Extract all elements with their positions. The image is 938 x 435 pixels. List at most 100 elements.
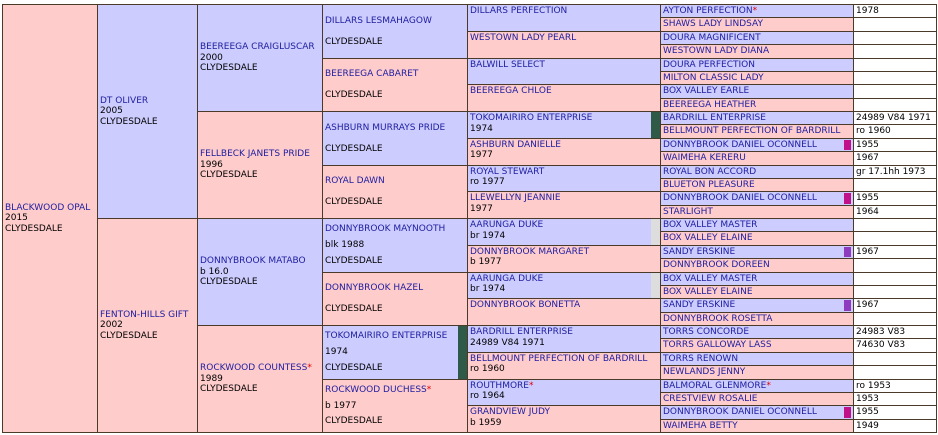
- horse-name[interactable]: BOX VALLEY MASTER: [663, 273, 758, 284]
- horse-detail: 2000: [200, 52, 223, 63]
- horse-name[interactable]: ROYAL STEWART: [470, 166, 545, 177]
- extra-cell: [853, 17, 937, 32]
- name-line: SHAWS LADY LINDSAY: [663, 18, 851, 30]
- horse-name[interactable]: CRESTVIEW ROSALIE: [663, 393, 758, 404]
- horse-detail: 1996: [200, 159, 223, 170]
- name-line: DONNYBROOK DANIEL OCONNELL: [663, 406, 841, 418]
- horse-name[interactable]: DONNYBROOK BONETTA: [470, 300, 581, 311]
- name-line: BLUETON PLEASURE: [663, 179, 851, 191]
- horse-name[interactable]: FENTON-HILLS GIFT: [100, 309, 189, 320]
- horse-name[interactable]: AARUNGA DUKE: [470, 220, 544, 230]
- horse-name[interactable]: TOKOMAIRIRO ENTERPRISE: [470, 113, 593, 123]
- name-line: TOKOMAIRIRO ENTERPRISE: [325, 331, 455, 342]
- extra-cell: 1955: [853, 405, 937, 420]
- horse-name[interactable]: NEWLANDS JENNY: [663, 367, 746, 378]
- horse-name[interactable]: DOURA MAGNIFICENT: [663, 32, 761, 43]
- horse-name[interactable]: MILTON CLASSIC LADY: [663, 72, 764, 83]
- horse-name[interactable]: DONNYBROOK MAYNOOTH: [325, 224, 446, 235]
- horse-name[interactable]: ROUTHMORE: [470, 380, 529, 391]
- horse-name[interactable]: DONNYBROOK ROSETTA: [663, 313, 773, 324]
- name-line: AARUNGA DUKE: [470, 274, 648, 285]
- horse-name[interactable]: SANDY ERSKINE: [663, 300, 736, 311]
- horse-name[interactable]: ROCKWOOD DUCHESS: [325, 384, 427, 395]
- horse-name[interactable]: TORRS GALLOWAY LASS: [663, 340, 772, 351]
- horse-cell: NEWLANDS JENNY: [660, 365, 854, 380]
- extra-info: ro 1960: [856, 126, 891, 137]
- name-line: BEEREEGA CRAIGLUSCAR: [200, 42, 320, 53]
- name-line: DONNYBROOK DANIEL OCONNELL: [663, 192, 841, 204]
- horse-name[interactable]: FELLBECK JANETS PRIDE: [200, 149, 310, 160]
- horse-name[interactable]: BELLMOUNT PERFECTION OF BARDRILL: [470, 353, 648, 364]
- horse-name[interactable]: DT OLIVER: [100, 95, 149, 106]
- horse-name[interactable]: WESTOWN LADY DIANA: [663, 46, 770, 57]
- horse-name[interactable]: BLUETON PLEASURE: [663, 179, 755, 190]
- horse-name[interactable]: SANDY ERSKINE: [663, 246, 736, 257]
- horse-name[interactable]: ROCKWOOD COUNTESS: [200, 363, 308, 374]
- horse-name[interactable]: TORRS CONCORDE: [663, 327, 750, 337]
- horse-name[interactable]: AARUNGA DUKE: [470, 273, 544, 284]
- horse-name[interactable]: BARDRILL ENTERPRISE: [470, 327, 573, 337]
- horse-name[interactable]: DILLARS PERFECTION: [470, 6, 568, 16]
- name-line: AYTON PERFECTION*: [663, 5, 851, 17]
- horse-detail: CLYDESDALE: [200, 384, 258, 395]
- horse-name[interactable]: DONNYBROOK DOREEN: [663, 260, 770, 271]
- horse-cell: BOX VALLEY MASTER: [660, 271, 854, 286]
- name-line: BALWILL SELECT: [470, 60, 658, 71]
- horse-name[interactable]: DONNYBROOK DANIEL OCONNELL: [663, 193, 817, 204]
- horse-name[interactable]: WESTOWN LADY PEARL: [470, 32, 577, 43]
- name-line: ROYAL DAWN: [325, 176, 465, 187]
- name-line: BOX VALLEY ELAINE: [663, 286, 851, 298]
- horse-name[interactable]: BOX VALLEY ELAINE: [663, 286, 753, 297]
- horse-cell: WESTOWN LADY PEARL: [467, 30, 661, 59]
- horse-name[interactable]: BALWILL SELECT: [470, 59, 545, 70]
- color-marker: [651, 272, 660, 299]
- horse-name[interactable]: WAIMEHA KERERU: [663, 153, 746, 164]
- horse-name[interactable]: ASHBURN DANIELLE: [470, 139, 561, 150]
- horse-name[interactable]: BEEREEGA HEATHER: [663, 99, 757, 110]
- horse-cell: DONNYBROOK MARGARET b 1977: [467, 244, 661, 273]
- horse-name[interactable]: TORRS RENOWN: [663, 353, 739, 364]
- horse-detail: CLYDESDALE: [200, 170, 258, 181]
- horse-cell: ASHBURN DANIELLE 1977: [467, 137, 661, 166]
- horse-name[interactable]: DONNYBROOK DANIEL OCONNELL: [663, 407, 817, 418]
- horse-name[interactable]: BOX VALLEY MASTER: [663, 220, 758, 230]
- horse-name[interactable]: BEEREEGA CHLOE: [470, 86, 552, 97]
- horse-name[interactable]: BOX VALLEY EARLE: [663, 86, 750, 97]
- horse-name[interactable]: BELLMOUNT PERFECTION OF BARDRILL: [663, 126, 841, 137]
- horse-name[interactable]: SHAWS LADY LINDSAY: [663, 19, 763, 30]
- horse-detail: CLYDESDALE: [100, 116, 158, 127]
- horse-name[interactable]: DOURA PERFECTION: [663, 59, 755, 70]
- horse-name[interactable]: AYTON PERFECTION: [663, 6, 753, 16]
- color-marker: [844, 246, 851, 258]
- horse-name[interactable]: DONNYBROOK MATABO: [200, 256, 306, 267]
- name-line: ASHBURN DANIELLE: [470, 140, 658, 151]
- horse-name[interactable]: ROYAL DAWN: [325, 176, 385, 186]
- horse-name[interactable]: BALMORAL GLENMORE: [663, 380, 767, 391]
- horse-cell: DILLARS LESMAHAGOW CLYDESDALE: [322, 4, 468, 59]
- horse-name[interactable]: BOX VALLEY ELAINE: [663, 233, 753, 244]
- horse-name[interactable]: TOKOMAIRIRO ENTERPRISE: [325, 331, 448, 342]
- extra-info: 24983 V83: [856, 327, 906, 337]
- horse-name[interactable]: LLEWELLYN JEANNIE: [470, 193, 561, 204]
- horse-name[interactable]: BEEREEGA CABARET: [325, 69, 419, 79]
- horse-name[interactable]: DILLARS LESMAHAGOW: [325, 15, 432, 26]
- horse-name[interactable]: ROYAL BON ACCORD: [663, 166, 757, 177]
- name-line: STARLIGHT: [663, 206, 851, 218]
- horse-name[interactable]: GRANDVIEW JUDY: [470, 407, 550, 418]
- name-line: TORRS RENOWN: [663, 353, 851, 365]
- horse-name[interactable]: STARLIGHT: [663, 206, 713, 217]
- color-marker: [651, 112, 660, 138]
- horse-name[interactable]: BARDRILL ENTERPRISE: [663, 113, 766, 123]
- horse-name[interactable]: DONNYBROOK HAZEL: [325, 283, 424, 293]
- horse-detail: CLYDESDALE: [5, 223, 63, 234]
- horse-name[interactable]: BEEREEGA CRAIGLUSCAR: [200, 42, 315, 53]
- horse-name[interactable]: ASHBURN MURRAYS PRIDE: [325, 122, 446, 133]
- name-line: TOKOMAIRIRO ENTERPRISE: [470, 113, 648, 124]
- horse-cell: BOX VALLEY ELAINE: [660, 284, 854, 300]
- horse-name[interactable]: WAIMEHA BETTY: [663, 420, 738, 431]
- horse-cell: MILTON CLASSIC LADY: [660, 70, 854, 86]
- horse-name[interactable]: DONNYBROOK DANIEL OCONNELL: [663, 139, 817, 150]
- horse-name[interactable]: BLACKWOOD OPAL: [5, 202, 91, 213]
- horse-name[interactable]: DONNYBROOK MARGARET: [470, 246, 590, 257]
- name-line: DONNYBROOK BONETTA: [470, 300, 658, 311]
